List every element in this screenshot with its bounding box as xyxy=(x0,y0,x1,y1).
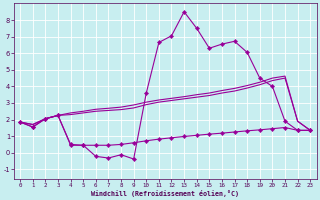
X-axis label: Windchill (Refroidissement éolien,°C): Windchill (Refroidissement éolien,°C) xyxy=(91,190,239,197)
